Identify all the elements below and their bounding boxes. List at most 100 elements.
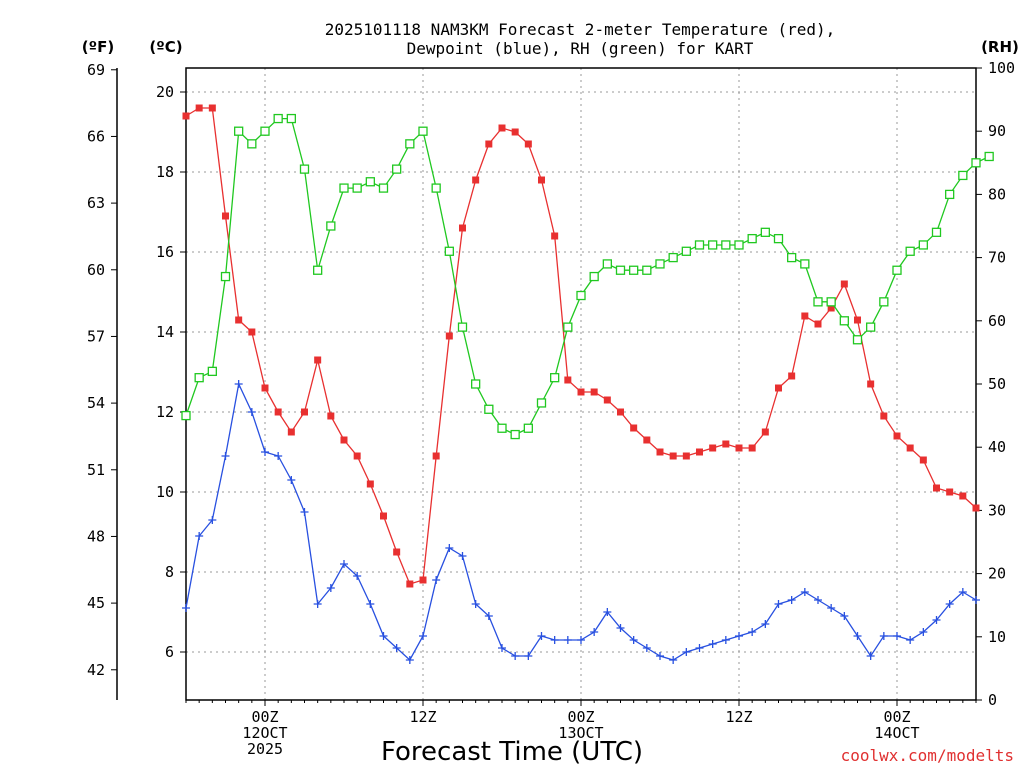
rh-point [247,139,257,149]
dewpoint-point [511,652,520,660]
rh-point [800,259,810,269]
x-tick-label: 14OCT [874,724,919,742]
rh-point [194,373,204,383]
2-meter-temperature-point [327,412,335,420]
2-meter-temperature-point [577,388,585,396]
dewpoint-point [603,608,612,616]
rh-point [299,164,310,174]
dewpoint-point [326,584,335,592]
dewpoint-point [879,632,888,640]
dewpoint-point [379,632,388,640]
2-meter-temperature-point [182,112,190,120]
dewpoint-point [498,644,506,652]
2-meter-temperature-point [748,444,756,452]
2-meter-temperature-point [854,316,861,324]
2-meter-temperature-point [287,428,295,436]
rh-point [681,246,691,256]
fahrenheit-tick-label: 63 [87,194,105,212]
credit-text: coolwx.com/modelts [841,746,1014,765]
fahrenheit-tick-label: 51 [87,461,105,479]
rh-point [866,322,876,332]
dewpoint-point [353,572,362,580]
dewpoint-point [642,644,651,652]
dewpoint-point [906,636,915,644]
fahrenheit-unit-label: (ºF) [82,38,114,56]
dewpoint-point [840,612,849,620]
grid-lines [186,68,976,700]
rh-point [510,429,520,440]
2-meter-temperature-point [880,412,888,420]
2-meter-temperature-point [933,484,940,492]
dewpoint-point [656,652,664,660]
fahrenheit-tick-label: 66 [87,127,105,145]
2-meter-temperature-point [301,408,308,416]
2-meter-temperature-point [393,548,401,556]
dewpoint-point [669,656,678,664]
rh-point [207,366,217,377]
labels: 2025101118 NAM3KM Forecast 2-meter Tempe… [82,20,1019,767]
2-meter-temperature-point [919,456,927,464]
dewpoint-point [616,624,625,632]
2-meter-temperature-point [419,576,427,584]
rh-point [734,240,744,250]
2-meter-temperature-point [261,384,269,392]
dewpoint-point [814,596,822,604]
dewpoint-point [721,636,730,644]
2-meter-temperature-point [603,396,611,404]
2-meter-temperature-point [472,176,480,184]
dewpoint-point [471,600,480,608]
series-dewpoint [182,380,980,664]
dewpoint-point [629,636,638,644]
rh-point [747,233,757,244]
dewpoint-point [221,452,230,460]
rh-point [813,297,823,307]
rh-point [984,151,994,162]
dewpoint-point [445,544,454,552]
dewpoint-line [185,381,977,662]
2-meter-temperature-point [761,428,769,436]
dewpoint-point [800,588,809,596]
chart-title-line1: 2025101118 NAM3KM Forecast 2-meter Tempe… [325,20,836,39]
2-meter-temperature-point [340,436,348,444]
dewpoint-point [958,588,967,596]
chart-title-line2: Dewpoint (blue), RH (green) for KART [407,39,754,58]
rh-point [405,139,415,149]
celsius-tick-label: 8 [165,563,174,581]
2-meter-temperature-point [788,372,796,380]
2-meter-temperature-point [248,328,256,336]
rh-point [642,265,652,275]
2-meter-temperature-point [235,316,243,324]
rh-point [392,164,402,174]
2-meter-temperature-point [959,492,967,500]
rh-point [787,252,797,263]
dewpoint-point [366,600,375,608]
2-meter-temperature-point [709,444,717,452]
rh-unit-label: (RH) [981,38,1019,56]
rh-point [852,335,863,345]
rh-point [721,240,731,250]
x-axis-label: Forecast Time (UTC) [381,737,643,767]
dewpoint-point [195,532,204,540]
2-meter-temperature-point [511,128,519,136]
x-tick-label: 00Z [251,708,278,726]
2-meter-temperature-point [643,436,651,444]
rh-point [971,158,981,168]
dewpoint-point [893,632,901,640]
2-meter-temperature-point [946,488,954,496]
rh-point [418,126,428,136]
dewpoint-point [695,644,704,652]
celsius-tick-label: 20 [156,83,174,101]
2-meter-temperature-point [827,304,835,312]
x-tick-label: 12Z [725,708,752,726]
2-meter-temperature-point [669,452,677,460]
dewpoint-point [787,596,796,604]
dewpoint-point [550,636,559,644]
rh-point [826,297,836,307]
rh-point [326,221,336,231]
rh-point [181,410,191,421]
rh-point [958,170,968,181]
dewpoint-point [866,652,875,660]
dewpoint-point [708,640,717,648]
x-tick-label: 00Z [883,708,910,726]
2-meter-temperature-point [524,140,532,148]
